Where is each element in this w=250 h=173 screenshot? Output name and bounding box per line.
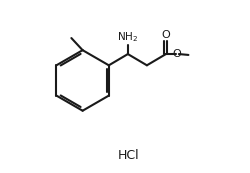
Text: O: O <box>162 30 170 40</box>
Text: NH$_2$: NH$_2$ <box>117 30 139 44</box>
Text: O: O <box>173 49 182 59</box>
Text: HCl: HCl <box>118 149 139 162</box>
